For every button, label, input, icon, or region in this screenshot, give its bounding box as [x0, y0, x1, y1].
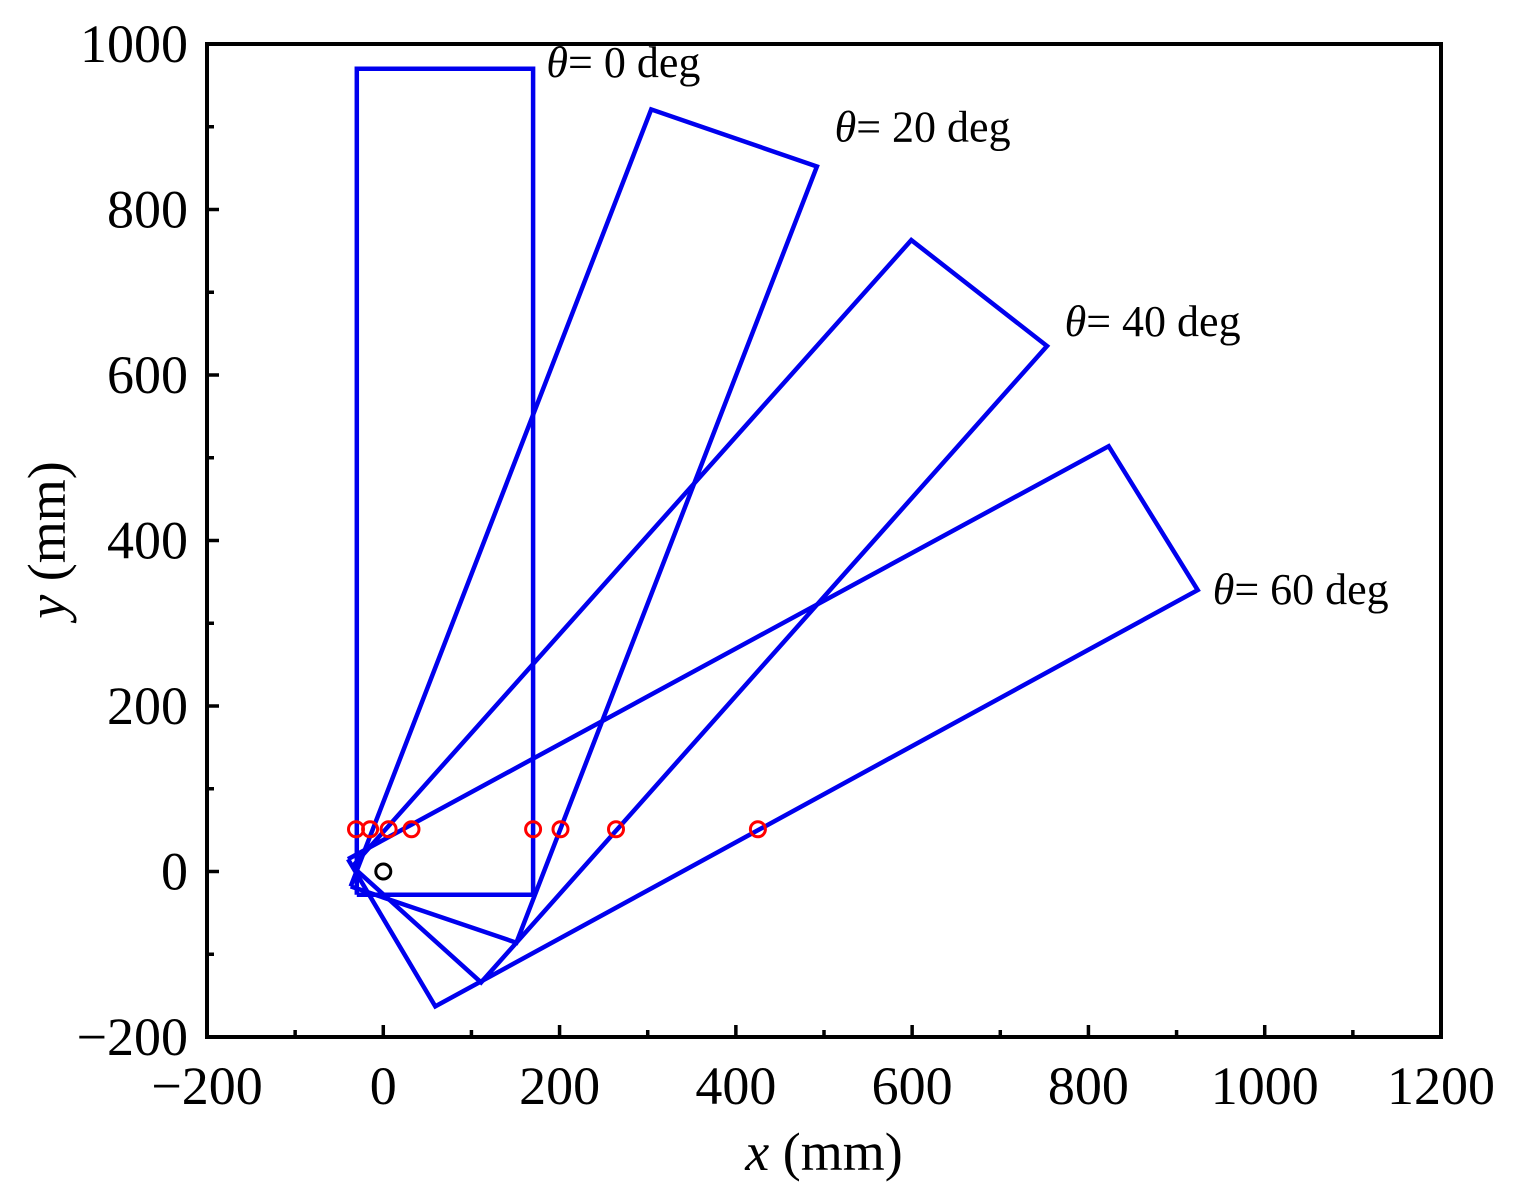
x-tick-label: 200 — [519, 1056, 600, 1116]
annotation-theta-20: θ= 20 deg — [835, 103, 1011, 152]
y-tick-label: 800 — [107, 180, 188, 240]
point-markers — [347, 820, 767, 881]
y-axis-unit: (mm) — [17, 461, 77, 594]
outline-theta-40 — [350, 237, 1051, 986]
y-tick-label: 400 — [107, 511, 188, 571]
annotation-text: = 40 deg — [1086, 297, 1240, 346]
x-tick-label: 600 — [872, 1056, 953, 1116]
x-tick-label: 0 — [370, 1056, 397, 1116]
y-axis-var: y — [17, 595, 77, 624]
outline-theta-20 — [348, 106, 820, 946]
x-tick-label: 400 — [695, 1056, 776, 1116]
red-marker — [524, 820, 543, 839]
x-axis-unit: (mm) — [769, 1122, 902, 1182]
x-tick-label: 1000 — [1211, 1056, 1319, 1116]
red-marker — [607, 820, 625, 839]
y-tick-label: 200 — [107, 676, 188, 736]
annotation-symbol: θ — [1065, 297, 1087, 346]
annotation-theta-60: θ= 60 deg — [1213, 565, 1389, 614]
red-marker — [551, 820, 570, 839]
red-marker — [748, 820, 767, 839]
annotation-theta-40: θ= 40 deg — [1065, 297, 1241, 346]
annotation-symbol: θ — [546, 38, 568, 87]
x-axis-title: x (mm) — [744, 1122, 902, 1182]
annotation-text: = 20 deg — [856, 103, 1010, 152]
plot-frame — [205, 42, 1443, 1039]
tick-labels: −200 0 200 400 600 800 1000 1200 −200 0 200 400 600 8… — [77, 14, 1495, 1116]
x-tick-label: 1200 — [1387, 1056, 1495, 1116]
x-tick-label: −200 — [151, 1056, 262, 1116]
annotation-symbol: θ — [1213, 565, 1235, 614]
red-marker — [402, 820, 421, 839]
x-axis-var: x — [744, 1122, 769, 1182]
axes — [205, 42, 1443, 1039]
y-tick-label: −200 — [77, 1007, 188, 1067]
y-axis-title: y (mm) — [17, 461, 77, 623]
red-marker — [361, 820, 380, 839]
red-marker — [379, 820, 398, 839]
center-marker — [374, 862, 393, 881]
annotation-theta-0: θ= 0 deg — [546, 38, 700, 87]
y-tick-label: 0 — [161, 842, 188, 902]
y-tick-label: 1000 — [80, 14, 188, 74]
annotation-text: = 60 deg — [1234, 565, 1388, 614]
rectangle-outlines — [346, 66, 1201, 1010]
annotation-symbol: θ — [835, 103, 857, 152]
x-tick-label: 800 — [1048, 1056, 1129, 1116]
annotation-text: = 0 deg — [568, 38, 700, 87]
outline-theta-60 — [346, 443, 1201, 1010]
outline-theta-0 — [354, 66, 536, 897]
y-tick-label: 600 — [107, 345, 188, 405]
